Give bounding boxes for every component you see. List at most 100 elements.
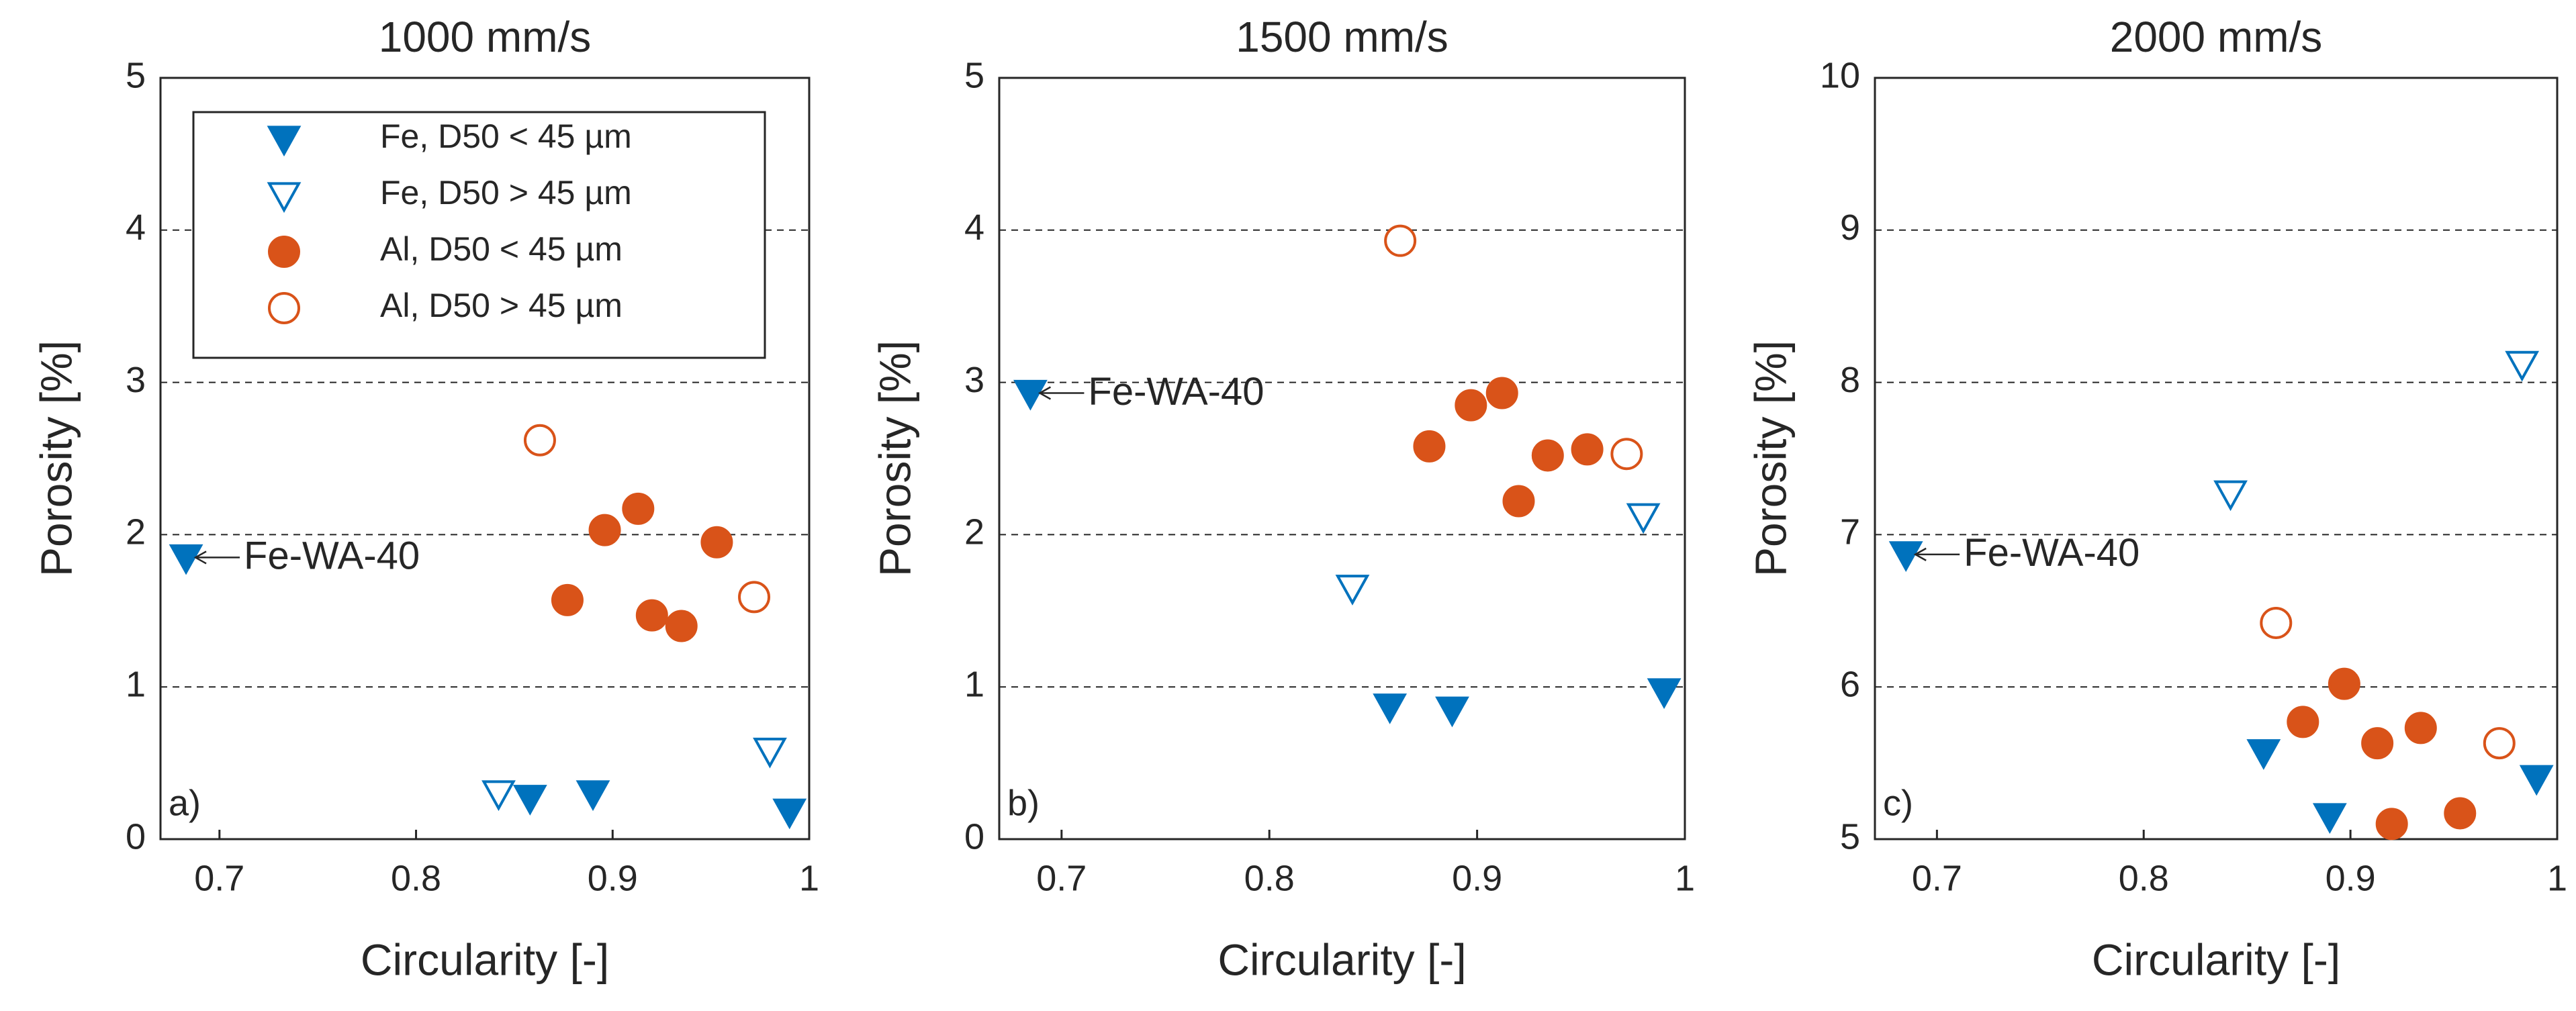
scatter-point	[2444, 797, 2477, 830]
x-tick-label: 0.9	[588, 858, 638, 898]
panel-label: b)	[1007, 783, 1040, 823]
y-tick-label: 5	[126, 55, 146, 95]
annotation: Fe-WA-40	[1964, 531, 2140, 575]
legend-label: Al, D50 > 45 µm	[380, 287, 623, 324]
scatter-point	[1013, 379, 1048, 411]
legend-label: Fe, D50 > 45 µm	[380, 174, 632, 211]
y-tick-label: 0	[126, 816, 146, 857]
scatter-point	[1502, 485, 1535, 518]
scatter-point	[700, 526, 733, 559]
scatter-point	[2505, 350, 2540, 382]
scatter-point	[1571, 433, 1604, 466]
annotation-arrowhead	[1038, 386, 1052, 400]
y-tick-label: 5	[1840, 816, 1860, 857]
y-tick-label: 2	[964, 512, 984, 552]
scatter-point	[1413, 430, 1446, 463]
chart-title: 2000 mm/s	[2110, 13, 2323, 61]
scatter-point	[1888, 541, 1923, 573]
x-tick-label: 0.9	[1452, 858, 1502, 898]
x-axis-label: Circularity [-]	[2092, 934, 2340, 984]
scatter-point	[2375, 808, 2408, 840]
scatter-point	[2312, 803, 2347, 834]
x-tick-label: 1	[799, 858, 819, 898]
x-tick-label: 0.7	[1912, 858, 1962, 898]
plot-frame	[159, 77, 811, 840]
y-tick-label: 5	[964, 55, 984, 95]
y-tick-label: 4	[126, 207, 146, 248]
scatter-point	[588, 514, 621, 546]
scatter-point	[523, 424, 556, 456]
scatter-point	[2483, 727, 2516, 760]
y-tick-label: 6	[1840, 664, 1860, 704]
scatter-point	[2404, 712, 2437, 744]
y-tick-label: 4	[964, 207, 984, 248]
scatter-point	[481, 780, 516, 812]
scatter-point	[1647, 678, 1682, 710]
x-tick-label: 0.8	[2119, 858, 2169, 898]
scatter-point	[1373, 693, 1408, 724]
y-tick-label: 8	[1840, 360, 1860, 400]
y-tick-label: 2	[126, 512, 146, 552]
scatter-point	[2519, 765, 2554, 796]
legend-marker	[267, 182, 302, 213]
y-tick-label: 3	[964, 360, 984, 400]
y-tick-label: 7	[1840, 512, 1860, 552]
y-tick-label: 0	[964, 816, 984, 857]
x-tick-label: 0.9	[2326, 858, 2376, 898]
legend-marker	[268, 292, 300, 324]
scatter-point	[2260, 606, 2293, 639]
scatter-point	[635, 599, 668, 632]
chart-title: 1500 mm/s	[1236, 13, 1448, 61]
annotation-arrowhead	[193, 550, 207, 565]
y-axis-label: Porosity [%]	[870, 340, 919, 577]
scatter-point	[1435, 696, 1469, 728]
plot-background	[999, 78, 1685, 839]
y-tick-label: 9	[1840, 207, 1860, 248]
y-tick-label: 1	[964, 664, 984, 704]
annotation: Fe-WA-40	[244, 534, 420, 578]
y-axis-label: Porosity [%]	[1745, 340, 1795, 577]
scatter-point	[576, 780, 610, 812]
scatter-point	[1455, 389, 1487, 422]
x-tick-label: 0.7	[1036, 858, 1087, 898]
legend-label: Fe, D50 < 45 µm	[380, 117, 632, 155]
annotation: Fe-WA-40	[1088, 370, 1264, 414]
plot-frame	[998, 77, 1686, 840]
y-tick-label: 10	[1820, 55, 1860, 95]
scatter-point	[1335, 575, 1370, 606]
y-tick-label: 3	[126, 360, 146, 400]
scatter-point	[1531, 439, 1564, 472]
scatter-point	[772, 798, 807, 830]
scatter-point	[622, 492, 655, 525]
x-tick-label: 0.8	[1244, 858, 1295, 898]
panel-label: c)	[1883, 783, 1913, 823]
scatter-point	[551, 583, 584, 616]
scatter-point	[2246, 739, 2281, 770]
plot-frame	[1874, 77, 2559, 840]
scatter-point	[2361, 727, 2394, 760]
scatter-point	[1626, 503, 1661, 534]
scatter-point	[2328, 667, 2360, 700]
scatter-point	[738, 581, 771, 614]
x-axis-label: Circularity [-]	[1217, 934, 1466, 984]
x-axis-label: Circularity [-]	[361, 934, 609, 984]
x-tick-label: 0.8	[391, 858, 441, 898]
y-axis-label: Porosity [%]	[31, 340, 81, 577]
x-tick-label: 1	[2547, 858, 2567, 898]
legend-marker	[267, 126, 302, 157]
x-tick-label: 0.7	[194, 858, 244, 898]
legend-label: Al, D50 < 45 µm	[380, 230, 623, 268]
scatter-point	[2213, 480, 2248, 512]
scatter-point	[1384, 224, 1417, 257]
scatter-point	[753, 737, 787, 769]
plot-background	[1875, 78, 2557, 839]
scatter-point	[1485, 377, 1518, 410]
scatter-point	[665, 610, 698, 642]
y-tick-label: 1	[126, 664, 146, 704]
scatter-point	[1610, 438, 1643, 471]
chart-title: 1000 mm/s	[379, 13, 592, 61]
scatter-point	[512, 785, 547, 816]
annotation-arrowhead	[1913, 547, 1927, 561]
